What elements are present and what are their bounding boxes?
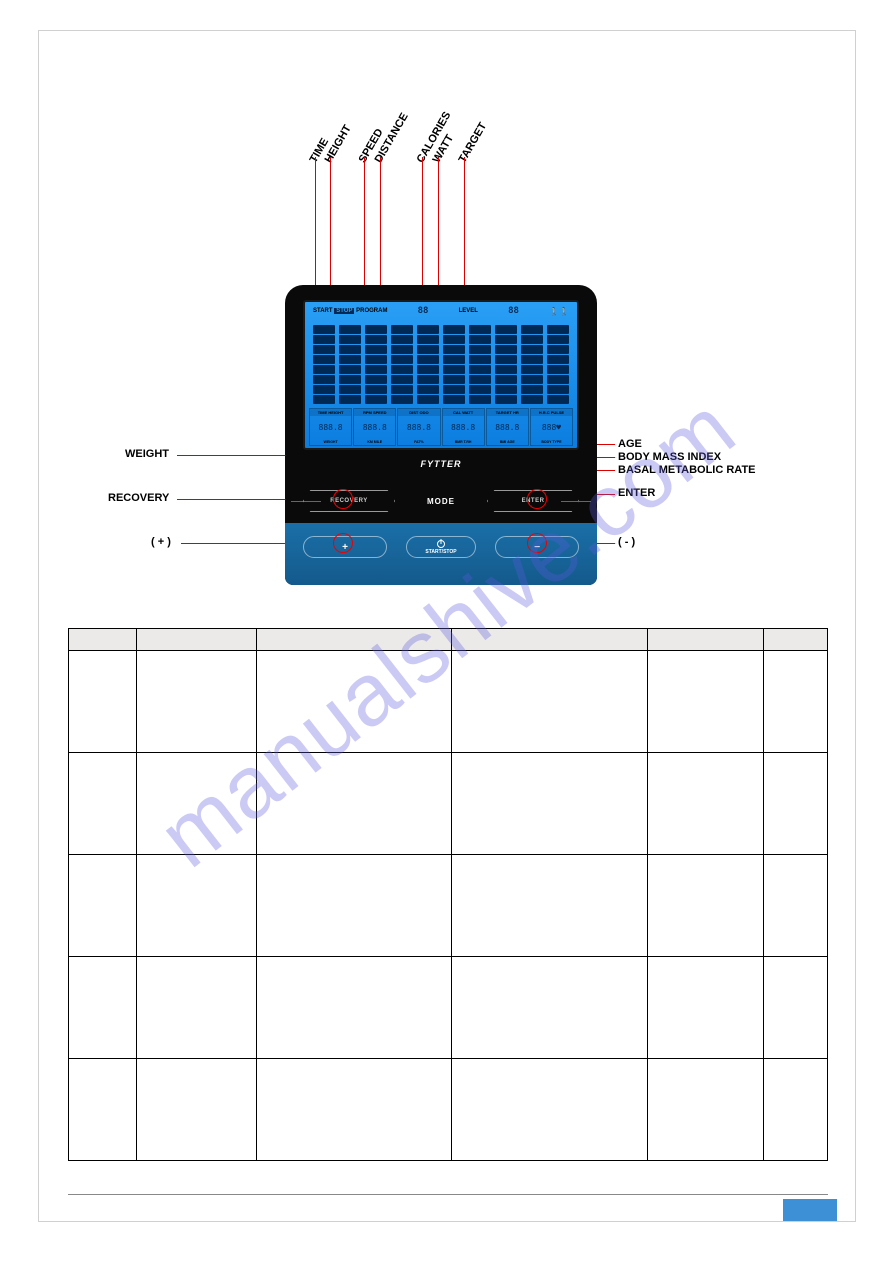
lcd-bottom-cells: TIME HEIGHT888.8WEIGHT RPM SPEED888.8KM …	[309, 408, 573, 446]
label-bmi: BODY MASS INDEX	[618, 451, 721, 463]
label-plus: ( + )	[151, 536, 171, 548]
callout-circle	[333, 489, 353, 509]
brand-logo: FYTTER	[285, 459, 597, 469]
lcd-top-bar: START STOP PROGRAM 88 LEVEL 88 🚶🚶	[313, 306, 569, 316]
start-stop-button[interactable]: START/STOP	[406, 536, 476, 558]
table-row	[69, 651, 828, 753]
console-figure: TIME HEIGHT SPEED DISTANCE CALORIES WATT…	[105, 95, 795, 585]
footer-rule	[68, 1194, 828, 1195]
table-row	[69, 957, 828, 1059]
label-weight: WEIGHT	[125, 448, 169, 460]
table-header-row	[69, 629, 828, 651]
console-body: START STOP PROGRAM 88 LEVEL 88 🚶🚶 TIME H	[285, 285, 597, 585]
mode-label: MODE	[427, 497, 455, 506]
spec-table	[68, 628, 828, 1161]
lcd-screen: START STOP PROGRAM 88 LEVEL 88 🚶🚶 TIME H	[303, 300, 579, 450]
power-icon	[437, 540, 445, 548]
callout-circle	[527, 489, 547, 509]
table-header	[69, 629, 137, 651]
label-minus: ( - )	[618, 536, 635, 548]
label-age: AGE	[618, 438, 642, 450]
label-bmr: BASAL METABOLIC RATE	[618, 464, 756, 476]
lcd-bars	[313, 322, 569, 404]
page-number-box	[783, 1199, 837, 1221]
label-enter: ENTER	[618, 487, 655, 499]
top-label-target: TARGET	[457, 121, 490, 165]
table-row	[69, 1059, 828, 1161]
table-row	[69, 855, 828, 957]
table-row	[69, 753, 828, 855]
table-header	[136, 629, 256, 651]
table-header	[452, 629, 648, 651]
callout-circle	[333, 533, 353, 553]
table-header	[256, 629, 452, 651]
table-header	[764, 629, 828, 651]
callout-circle	[527, 533, 547, 553]
label-recovery: RECOVERY	[108, 492, 169, 504]
table-header	[648, 629, 764, 651]
